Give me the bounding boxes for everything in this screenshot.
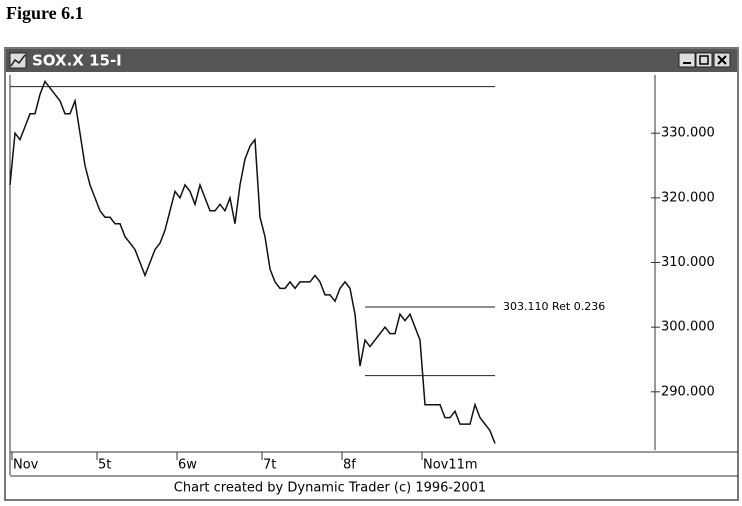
window-buttons[interactable] bbox=[678, 52, 731, 68]
minimize-button[interactable] bbox=[678, 52, 696, 68]
window-icon-glyph bbox=[10, 54, 26, 67]
window-title: SOX.X 15-I bbox=[32, 52, 122, 70]
y-tick-label: 310.000 bbox=[661, 255, 715, 270]
close-glyph bbox=[717, 55, 727, 65]
x-tick-label: 6w bbox=[178, 458, 197, 473]
price-line bbox=[9, 79, 496, 444]
level-label: 303.110 Ret 0.236 bbox=[503, 300, 605, 313]
x-tick-label: Nov bbox=[13, 458, 39, 473]
figure-label: Figure 6.1 bbox=[6, 3, 84, 23]
y-tick-label: 290.000 bbox=[661, 384, 715, 399]
x-tick-label: 5t bbox=[98, 458, 111, 473]
y-tick-label: 330.000 bbox=[661, 126, 715, 141]
y-tick-label: 320.000 bbox=[661, 190, 715, 205]
maximize-button[interactable] bbox=[695, 52, 713, 68]
window-icon bbox=[9, 52, 27, 69]
maximize-glyph bbox=[699, 55, 709, 65]
y-tick-label: 300.000 bbox=[661, 320, 715, 335]
footer: Chart created by Dynamic Trader (c) 1996… bbox=[174, 481, 486, 496]
x-tick-label: Nov11m bbox=[423, 458, 478, 473]
window bbox=[4, 47, 739, 501]
title-bar bbox=[6, 49, 737, 72]
x-tick-label: 8f bbox=[343, 458, 356, 473]
x-tick-label: 7t bbox=[263, 458, 276, 473]
